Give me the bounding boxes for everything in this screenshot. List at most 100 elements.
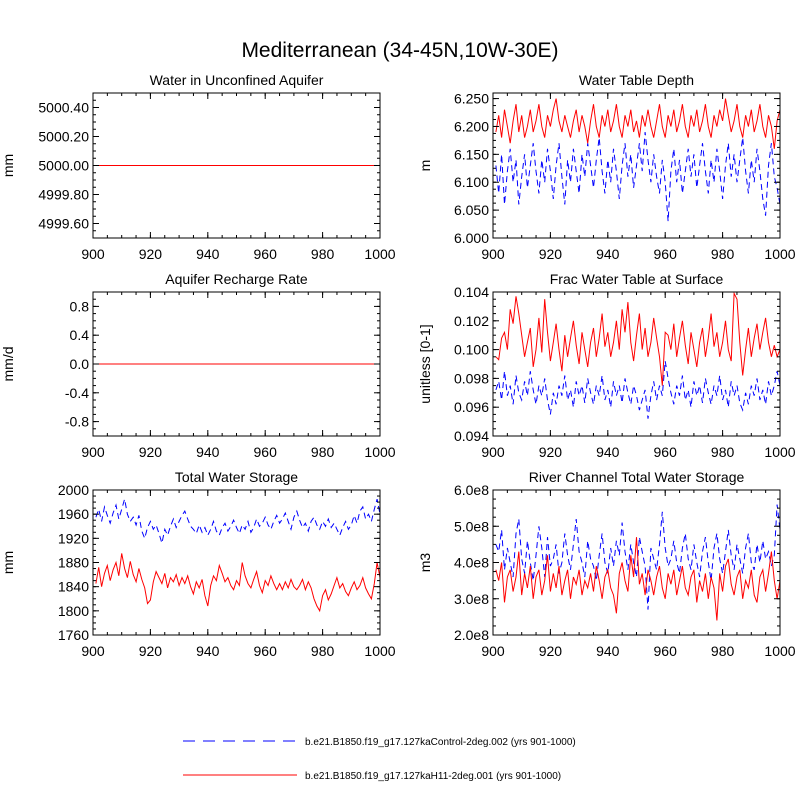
series-group: [95, 498, 380, 613]
y-axis-label: mm: [0, 551, 16, 574]
x-tick-label: 1000: [364, 643, 395, 659]
y-tick-label: 5000.20: [38, 129, 89, 145]
legend-label-h11: b.e21.B1850.f19_g17.127kaH11-2deg.001 (y…: [305, 771, 561, 782]
y-tick-label: 5000.40: [38, 100, 89, 116]
x-tick-label: 940: [596, 643, 620, 659]
y-tick-label: 0.100: [454, 342, 489, 358]
x-tick-label: 900: [481, 246, 505, 262]
x-tick-label: 920: [139, 444, 163, 460]
chart-panel-3: Aquifer Recharge Rate 900 920 940 960 980 1000…: [0, 271, 396, 460]
series-line-h11: [495, 292, 780, 386]
y-tick-label: 4.0e8: [454, 555, 489, 571]
y-tick-label: 4999.60: [38, 216, 89, 232]
series-line-h11: [95, 553, 380, 613]
plot-frame: [492, 489, 781, 636]
y-tick-label: 6.150: [454, 146, 489, 162]
x-tick-label: 940: [196, 643, 220, 659]
chart-panel-6: River Channel Total Water Storage 900 920 9…: [417, 469, 796, 659]
y-tick-label: 1920: [58, 530, 89, 546]
x-tick-label: 940: [596, 444, 620, 460]
y-axis-label: mm/d: [0, 347, 16, 382]
x-tick-label: 960: [254, 643, 278, 659]
x-tick-label: 940: [196, 246, 220, 262]
series-line-control: [495, 361, 780, 419]
y-tick-label: 0.102: [454, 313, 489, 329]
legend: b.e21.B1850.f19_g17.127kaControl-2deg.00…: [183, 737, 576, 782]
series-line-h11: [495, 98, 780, 149]
y-axis-label: unitless [0-1]: [417, 324, 433, 403]
y-tick-label: 0.094: [454, 428, 489, 444]
chart-title: River Channel Total Water Storage: [529, 469, 745, 485]
x-tick-label: 940: [596, 246, 620, 262]
x-tick-label: 960: [254, 246, 278, 262]
chart-panel-2: Water Table Depth 900 920 940 960 980 1000 6.00…: [417, 72, 796, 262]
y-tick-label: 1960: [58, 506, 89, 522]
y-tick-label: 0.096: [454, 399, 489, 415]
y-tick-label: 6.050: [454, 202, 489, 218]
panels: Water in Unconfined Aquifer 900 920 940 960 9…: [0, 72, 796, 659]
x-tick-label: 960: [654, 246, 678, 262]
x-tick-label: 980: [311, 643, 335, 659]
y-tick-label: 6.200: [454, 118, 489, 134]
series-group: [495, 504, 780, 621]
series-group: [495, 98, 780, 222]
x-tick-label: 900: [481, 643, 505, 659]
x-tick-label: 920: [139, 246, 163, 262]
figure-title: Mediterranean (34-45N,10W-30E): [241, 39, 558, 62]
x-tick-label: 980: [711, 246, 735, 262]
y-tick-label: 6.100: [454, 174, 489, 190]
x-tick-label: 920: [139, 643, 163, 659]
series-group: [495, 292, 780, 419]
series-line-control: [495, 504, 780, 610]
chart-title: Total Water Storage: [175, 469, 298, 485]
chart-title: Frac Water Table at Surface: [550, 271, 724, 287]
y-tick-label: 3.0e8: [454, 591, 489, 607]
y-tick-label: 6.0e8: [454, 482, 489, 498]
y-tick-label: 0.104: [454, 284, 489, 300]
series-line-h11: [495, 537, 780, 621]
y-tick-label: 1800: [58, 603, 89, 619]
x-tick-label: 960: [654, 444, 678, 460]
y-tick-label: 2000: [58, 482, 89, 498]
x-tick-label: 1000: [764, 643, 795, 659]
chart-title: Water Table Depth: [579, 72, 694, 88]
x-tick-label: 940: [196, 444, 220, 460]
y-tick-label: 4999.80: [38, 187, 89, 203]
x-tick-label: 980: [711, 643, 735, 659]
x-tick-label: 980: [311, 444, 335, 460]
x-tick-label: 920: [539, 246, 563, 262]
y-tick-label: 5000.00: [38, 158, 89, 174]
chart-panel-5: Total Water Storage 900 920 940 960 980 1000 17…: [0, 469, 396, 659]
y-tick-label: 0.8: [70, 298, 90, 314]
x-tick-label: 1000: [364, 246, 395, 262]
x-tick-label: 960: [654, 643, 678, 659]
chart-panel-4: Frac Water Table at Surface 900 920 940 960 9…: [417, 271, 796, 460]
y-tick-label: 0.0: [70, 356, 90, 372]
y-tick-label: -0.4: [65, 385, 89, 401]
x-tick-label: 1000: [364, 444, 395, 460]
y-axis-label: m: [417, 160, 433, 172]
x-tick-label: 1000: [764, 444, 795, 460]
x-tick-label: 900: [81, 444, 105, 460]
x-tick-label: 900: [81, 246, 105, 262]
y-tick-label: 2.0e8: [454, 627, 489, 643]
series-line-control: [95, 498, 380, 544]
plot-frame: [92, 489, 381, 636]
x-tick-label: 920: [539, 444, 563, 460]
chart-title: Water in Unconfined Aquifer: [150, 72, 324, 88]
y-axis-label: m3: [417, 553, 433, 573]
x-tick-label: 980: [311, 246, 335, 262]
y-tick-label: -0.8: [65, 414, 89, 430]
x-tick-label: 900: [481, 444, 505, 460]
y-tick-label: 1880: [58, 555, 89, 571]
y-tick-label: 0.4: [70, 327, 90, 343]
chart-title: Aquifer Recharge Rate: [165, 271, 308, 287]
y-tick-label: 0.098: [454, 370, 489, 386]
y-axis-label: mm: [0, 154, 16, 177]
x-tick-label: 960: [254, 444, 278, 460]
y-tick-label: 6.250: [454, 91, 489, 107]
y-tick-label: 1760: [58, 627, 89, 643]
y-tick-label: 5.0e8: [454, 518, 489, 534]
y-tick-label: 1840: [58, 579, 89, 595]
